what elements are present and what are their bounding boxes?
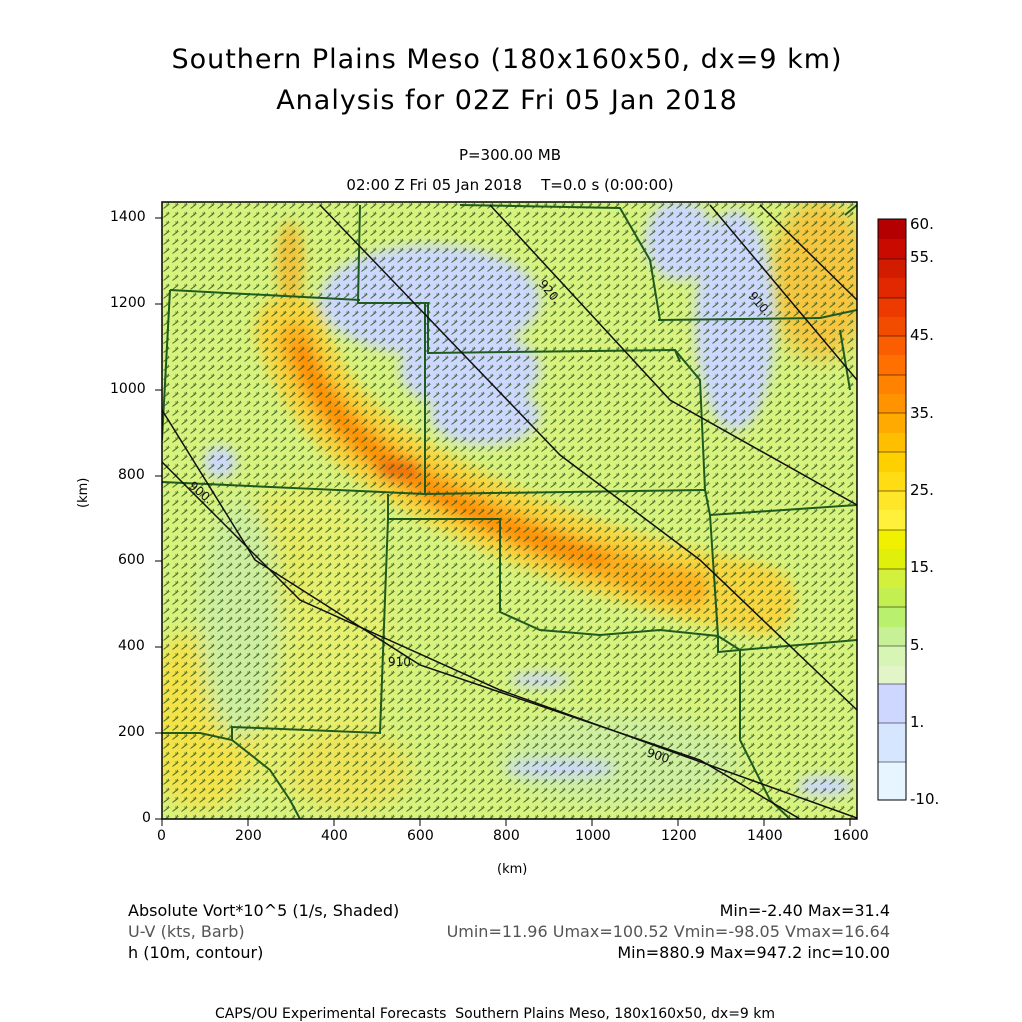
valid-time-label: 02:00 Z Fri 05 Jan 2018 T=0.0 s (0:00:00… xyxy=(346,176,674,194)
x-tick-label: 600 xyxy=(407,828,434,844)
colorbar-label: 15. xyxy=(910,558,934,576)
title-line-2: Analysis for 02Z Fri 05 Jan 2018 xyxy=(276,85,738,116)
x-tick-label: 1600 xyxy=(833,828,869,844)
axis-ticks xyxy=(155,217,851,826)
footer-credit: CAPS/OU Experimental Forecasts Southern … xyxy=(214,1006,776,1022)
legend-contour-range: Min=880.9 Max=947.2 inc=10.00 xyxy=(617,943,890,962)
x-tick-label: 1000 xyxy=(575,828,611,844)
y-tick-label: 0 xyxy=(142,810,151,826)
colorbar-label: 35. xyxy=(910,404,934,422)
colorbar-label: 55. xyxy=(910,248,934,266)
contour-label: 910. xyxy=(388,655,415,669)
legend-barb-field: U-V (kts, Barb) xyxy=(128,922,245,941)
x-tick-label: 200 xyxy=(235,828,262,844)
level-label: P=300.00 MB xyxy=(458,146,562,164)
y-tick-label: 1400 xyxy=(110,209,146,225)
colorbar-label: -10. xyxy=(910,790,940,808)
colorbar-label: 1. xyxy=(910,713,925,731)
x-axis-title: (km) xyxy=(497,862,528,877)
x-tick-label: 1400 xyxy=(747,828,783,844)
x-tick-label: 1200 xyxy=(661,828,697,844)
y-tick-label: 400 xyxy=(118,638,145,654)
y-tick-label: 200 xyxy=(118,724,145,740)
colorbar-label: 60. xyxy=(910,215,934,233)
x-tick-label: 800 xyxy=(493,828,520,844)
state-boundaries xyxy=(162,204,857,819)
colorbar-label: 5. xyxy=(910,636,925,654)
legend-shaded-field: Absolute Vort*10^5 (1/s, Shaded) xyxy=(128,901,400,920)
y-axis-title: (km) xyxy=(76,477,91,508)
legend-contour-field: h (10m, contour) xyxy=(128,943,264,962)
y-tick-label: 1000 xyxy=(110,381,146,397)
wind-barbs xyxy=(162,202,857,819)
colorbar-label: 45. xyxy=(910,326,934,344)
colorbar-label: 25. xyxy=(910,481,934,499)
y-tick-label: 600 xyxy=(118,552,145,568)
plot-frame xyxy=(161,201,858,820)
height-contours xyxy=(162,204,857,819)
x-tick-label: 0 xyxy=(157,828,166,844)
y-tick-label: 1200 xyxy=(110,295,146,311)
colorbar xyxy=(877,218,907,801)
y-tick-label: 800 xyxy=(118,467,145,483)
x-tick-label: 400 xyxy=(321,828,348,844)
title-line-1: Southern Plains Meso (180x160x50, dx=9 k… xyxy=(171,44,843,75)
legend-shaded-range: Min=-2.40 Max=31.4 xyxy=(719,901,890,920)
legend-barb-range: Umin=11.96 Umax=100.52 Vmin=-98.05 Vmax=… xyxy=(446,922,890,941)
